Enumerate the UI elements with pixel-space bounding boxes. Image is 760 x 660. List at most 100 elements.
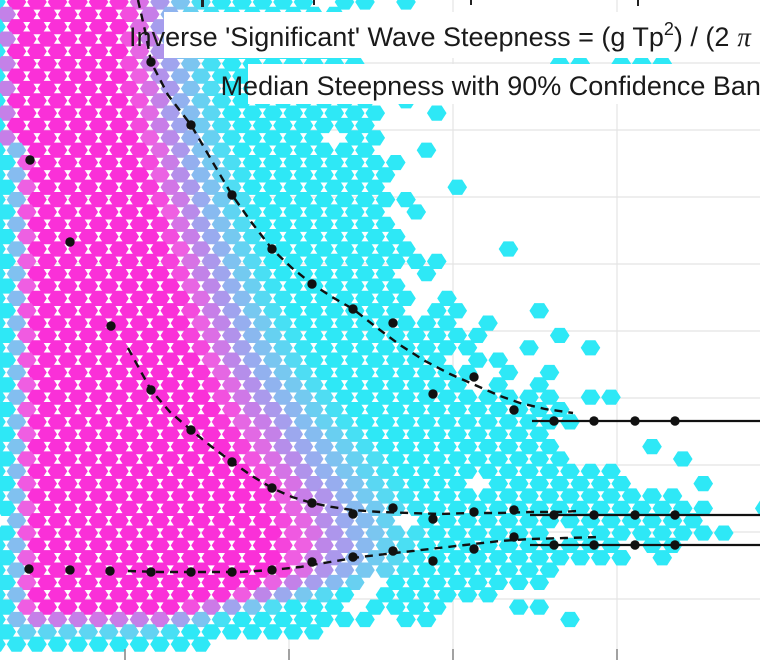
hex-cell [355, 142, 375, 158]
upper-confidence-band-point [267, 244, 277, 254]
hex-cell [119, 278, 140, 294]
hex-cell [201, 303, 222, 319]
hex-cell [6, 488, 27, 504]
hex-cell [283, 352, 304, 368]
hex-cell [88, 68, 109, 84]
hex-cell [150, 241, 170, 257]
hex-cell [57, 80, 78, 97]
hex-cell [611, 525, 632, 541]
hex-cell [139, 476, 160, 492]
upper-confidence-band-point [388, 318, 398, 328]
hex-cell [0, 204, 17, 220]
hex-cell [529, 451, 550, 467]
hex-cell [355, 241, 375, 257]
hex-cell [754, 500, 760, 516]
hex-cell [365, 327, 386, 344]
hex-cell [37, 327, 58, 344]
hex-cell [426, 476, 447, 492]
hex-cell-outlier [519, 340, 539, 356]
hex-cell [201, 80, 222, 97]
hex-cell [355, 562, 375, 578]
hex-cell [150, 611, 170, 628]
lower-confidence-band-point [186, 567, 196, 577]
hex-cell [262, 179, 283, 195]
hex-cell [27, 93, 47, 109]
hex-cell [201, 500, 222, 516]
hex-cell [437, 463, 457, 479]
hex-cell [0, 179, 17, 195]
hex-cell [293, 315, 314, 331]
hex-cell-outlier [672, 451, 693, 467]
hex-cell [211, 93, 232, 109]
hex-cell [601, 463, 621, 479]
hex-cell [47, 636, 68, 652]
lower-confidence-band-point [589, 540, 599, 550]
hex-cell [27, 636, 47, 652]
hex-cell [191, 414, 211, 430]
hex-cell [447, 303, 468, 319]
hex-cell [457, 488, 478, 504]
upper-confidence-band-point [549, 416, 559, 426]
hex-cell [355, 315, 375, 331]
hex-cell [601, 488, 621, 504]
hex-cell [57, 352, 78, 368]
hex-cell [365, 303, 386, 319]
hex-cell [150, 167, 170, 183]
lower-confidence-band-point [348, 552, 358, 562]
hex-cell [57, 327, 78, 344]
hex-cell [324, 303, 345, 319]
hex-cell [262, 204, 283, 220]
median-steepness-point [348, 509, 358, 519]
hex-cell [180, 599, 201, 615]
hex-cell [68, 340, 88, 356]
hex-cell [57, 525, 78, 541]
hex-cell [6, 364, 27, 381]
hex-cell [252, 439, 273, 455]
hex-cell-outlier [498, 241, 519, 257]
median-steepness-point [65, 237, 75, 247]
hex-cell [139, 204, 160, 220]
hex-cell [375, 364, 396, 381]
hex-cell [232, 0, 252, 10]
hex-cell [88, 414, 109, 430]
hex-cell [57, 204, 78, 220]
hex-cell [334, 315, 355, 331]
hex-cell [78, 377, 99, 393]
upper-confidence-band-point [589, 416, 599, 426]
hex-cell [119, 599, 140, 615]
hex-cell [6, 0, 27, 10]
hex-cell [221, 624, 242, 640]
hex-cell [314, 266, 334, 282]
hex-cell [16, 377, 37, 393]
hex-cell [488, 401, 509, 418]
hex-cell [150, 290, 170, 306]
hex-cell [324, 278, 345, 294]
hex-cell [416, 488, 437, 504]
hex-cell [180, 130, 201, 146]
hex-cell [375, 587, 396, 603]
hex-cell [211, 488, 232, 504]
hex-cell [98, 476, 119, 492]
hex-cell [191, 93, 211, 109]
hex-cell-outlier [601, 389, 621, 405]
hex-cell [293, 266, 314, 282]
upper-confidence-band-dashed-curve [136, 0, 574, 415]
hex-cell [344, 154, 365, 171]
hex-cell [232, 167, 252, 183]
hex-cell [109, 611, 129, 628]
hex-cell [232, 562, 252, 578]
hex-cell [232, 414, 252, 430]
hex-cell [78, 599, 99, 615]
hex-cell [98, 253, 119, 269]
hex-cell [0, 253, 17, 269]
hex-cell [283, 377, 304, 393]
hex-cell [0, 93, 6, 109]
hex-cell [68, 167, 88, 183]
hex-cell [129, 192, 150, 208]
hex-cell [365, 377, 386, 393]
hex-cell [0, 142, 6, 158]
hex-cell [160, 229, 181, 245]
hex-cell [221, 154, 242, 171]
hex-cell [201, 599, 222, 615]
hex-cell [334, 340, 355, 356]
